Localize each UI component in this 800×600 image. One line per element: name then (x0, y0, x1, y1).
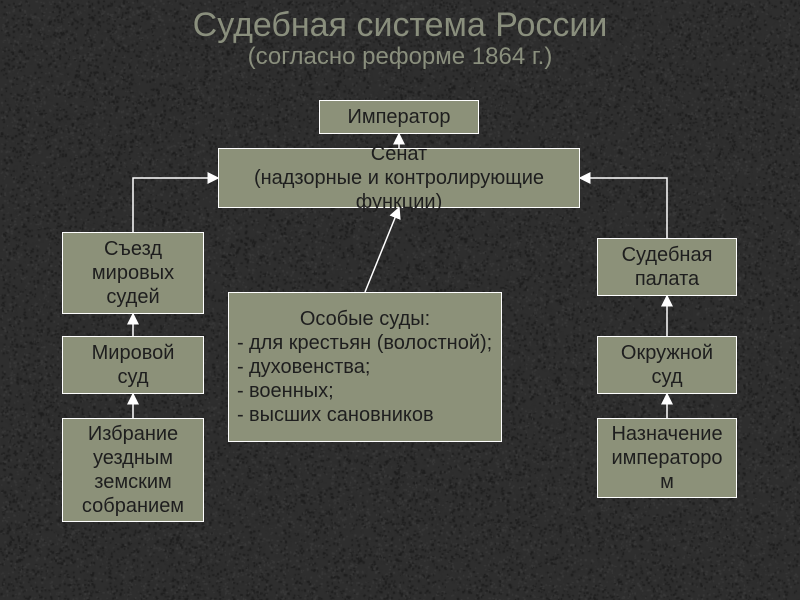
node-label-line: функции) (356, 190, 442, 214)
bullet-dash-icon: - (237, 403, 249, 427)
node-list-item-text: высших сановников (249, 403, 434, 427)
node-label-line: Окружной (621, 341, 713, 365)
node-label-line: Назначение (611, 422, 722, 446)
node-congress: Съездмировыхсудей (62, 232, 204, 314)
node-label-line: земским (94, 470, 172, 494)
bullet-dash-icon: - (237, 355, 249, 379)
node-label-line: суд (651, 365, 682, 389)
node-label-line: суд (117, 365, 148, 389)
node-label-line: (надзорные и контролирующие (254, 166, 544, 190)
node-label-line: императоро (612, 446, 723, 470)
node-election: Избраниеуезднымземскимсобранием (62, 418, 204, 522)
node-label-line: Избрание (88, 422, 178, 446)
node-label-line: мировых (92, 261, 174, 285)
node-label-line: Судебная (622, 243, 713, 267)
node-emperor: Император (319, 100, 479, 134)
node-label-line: судей (106, 285, 159, 309)
node-chamber: Судебнаяпалата (597, 238, 737, 296)
node-label-line: м (660, 470, 674, 494)
node-label-line: палата (635, 267, 699, 291)
node-world-court: Мировойсуд (62, 336, 204, 394)
node-list-item: -высших сановников (237, 403, 434, 427)
node-list-item: -духовенства; (237, 355, 370, 379)
node-list-item-text: духовенства; (249, 355, 370, 379)
slide-subtitle: (согласно реформе 1864 г.) (0, 43, 800, 71)
bullet-dash-icon: - (237, 331, 249, 355)
node-label-line: собранием (82, 494, 184, 518)
node-senate: Сенат(надзорные и контролирующиефункции) (218, 148, 580, 208)
node-special-courts: Особые суды:-для крестьян (волостной);-д… (228, 292, 502, 442)
node-district-court: Окружнойсуд (597, 336, 737, 394)
node-label-line: Съезд (104, 237, 162, 261)
node-label-line: Сенат (371, 142, 427, 166)
node-list-item-text: для крестьян (волостной); (249, 331, 492, 355)
node-list-item: -для крестьян (волостной); (237, 331, 492, 355)
node-label: Император (347, 105, 450, 129)
slide-content: Судебная система России (согласно реформ… (0, 0, 800, 600)
node-list-item-text: военных; (249, 379, 334, 403)
node-appointment: Назначениеимператором (597, 418, 737, 498)
node-label-line: Мировой (92, 341, 175, 365)
node-label-line: уездным (93, 446, 173, 470)
slide-title: Судебная система России (0, 0, 800, 45)
node-list-title: Особые суды: (237, 307, 493, 331)
bullet-dash-icon: - (237, 379, 249, 403)
node-list-item: -военных; (237, 379, 334, 403)
